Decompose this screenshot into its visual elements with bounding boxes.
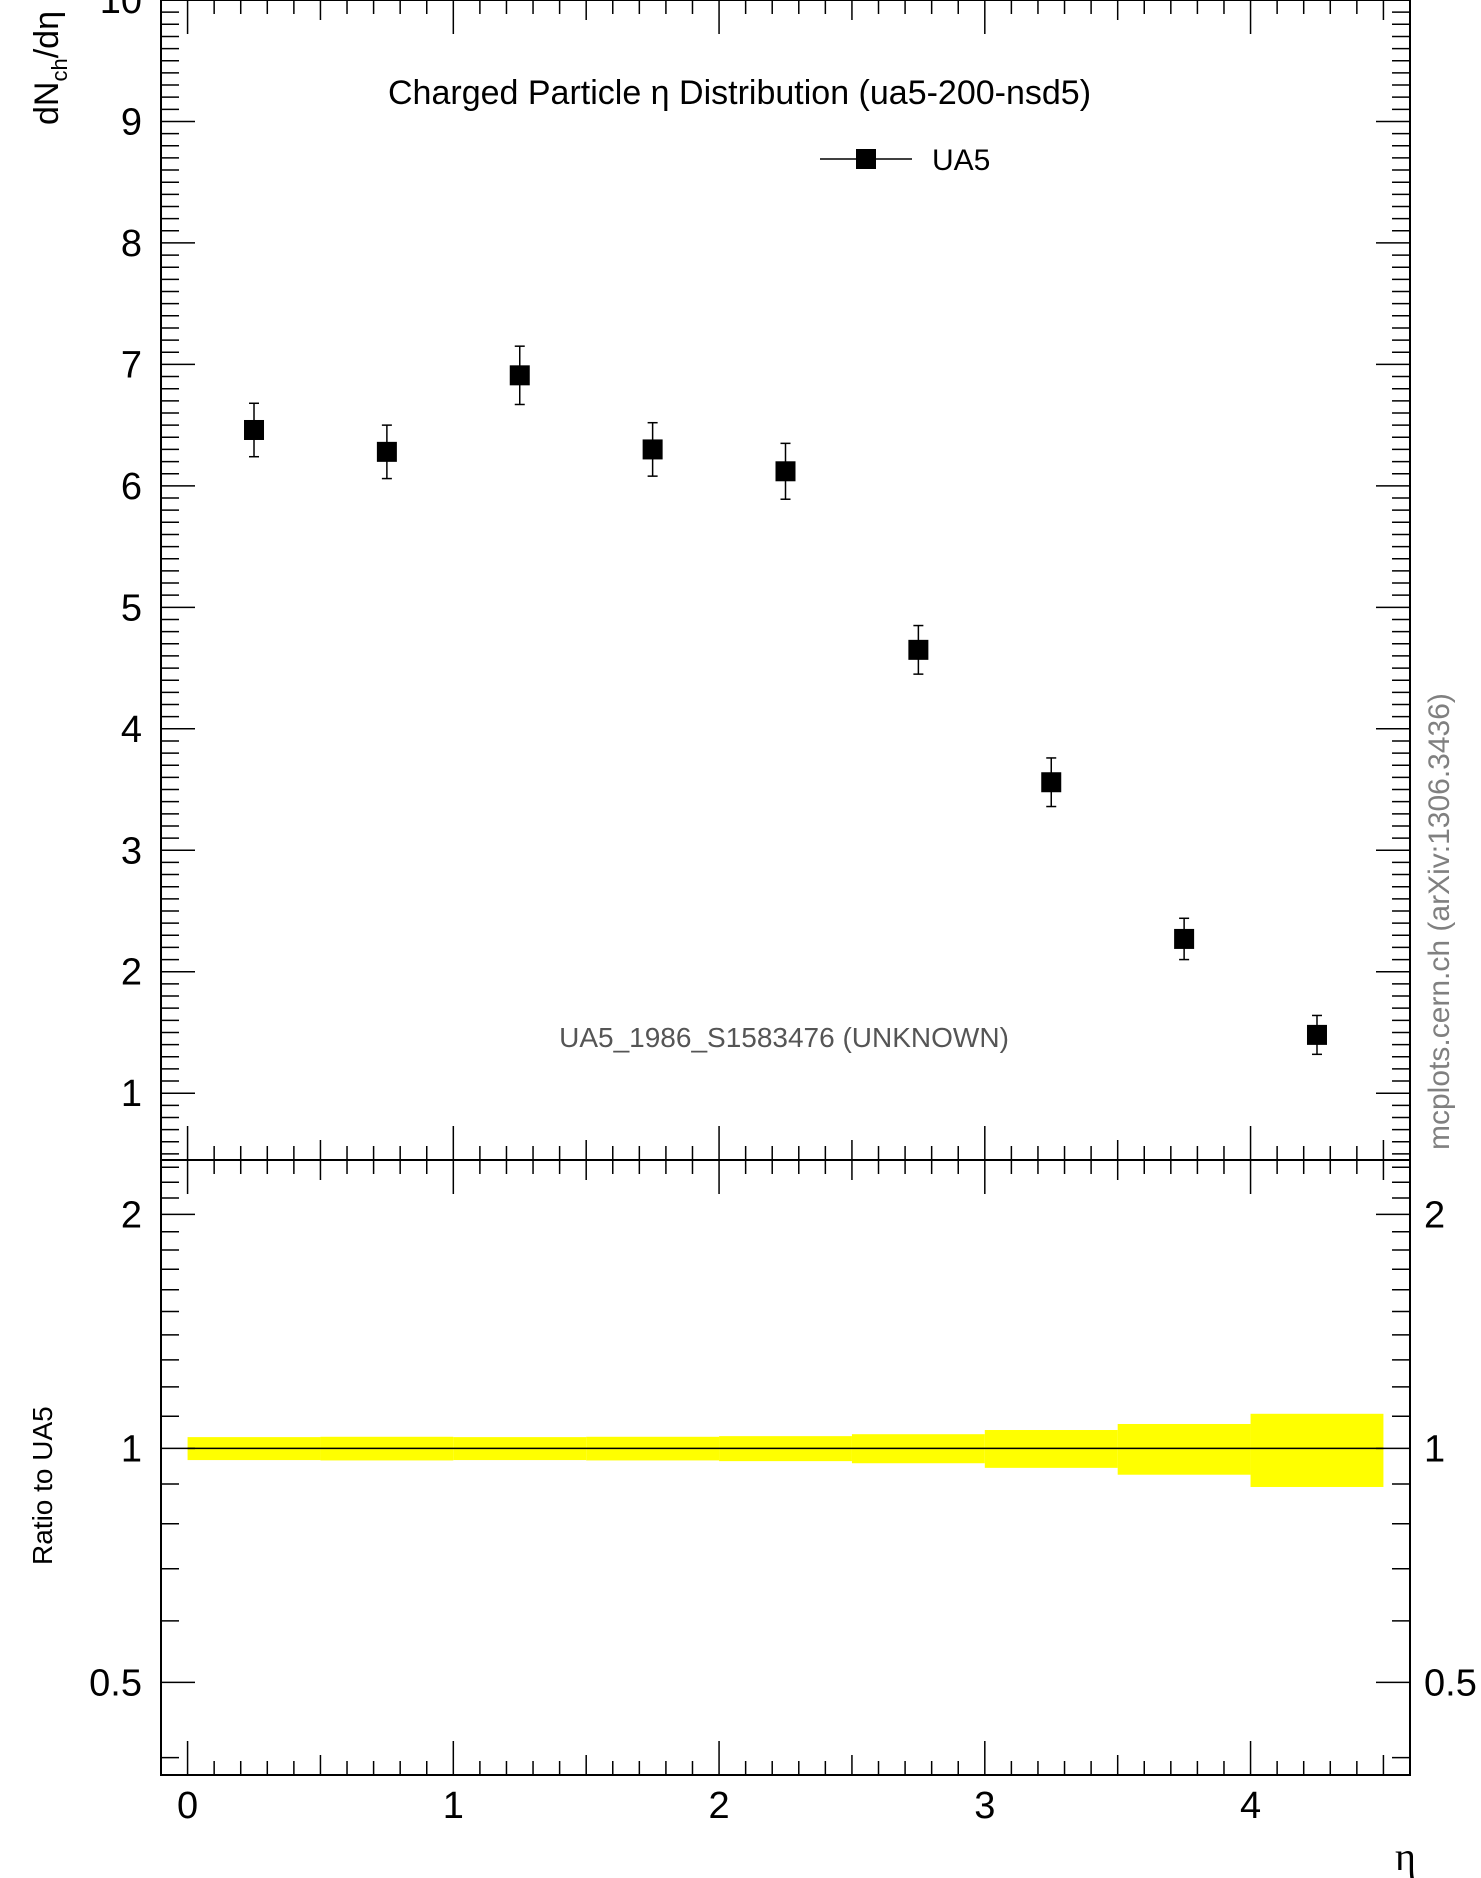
ratio-band-bin [1117,1423,1251,1475]
data-point [1041,772,1062,793]
top-y-tick-label: 1 [121,1073,142,1115]
data-point [509,365,530,386]
top-frame [160,0,1411,1161]
top-y-tick-label: 4 [121,709,142,751]
data-point [1174,928,1195,949]
x-axis-label: η [1395,1834,1416,1878]
watermark: mcplots.cern.ch (arXiv:1306.3436) [1423,693,1456,1150]
y-label-subscript: ch [47,58,72,81]
bottom-y-tick-label-left: 1 [121,1428,142,1470]
top-y-tick-label: 8 [121,223,142,265]
bottom-y-tick-label-right: 2 [1424,1194,1445,1236]
x-tick-label: 0 [177,1785,198,1827]
data-point [244,419,265,440]
top-y-tick-label: 2 [121,952,142,994]
bottom-frame [160,1159,1411,1776]
y-axis-label-bottom: Ratio to UA5 [27,1406,58,1565]
x-tick-label: 2 [708,1785,729,1827]
main-plot-panel: 1 2 3 4 5 6 7 8 9 10 [100,0,1411,1161]
data-point [775,461,796,482]
x-tick-label: 1 [443,1785,464,1827]
ratio-band-bin [1250,1413,1384,1487]
legend-marker [856,149,876,169]
bottom-y-tick-label-left: 0.5 [89,1662,142,1704]
top-y-tick-label: 3 [121,830,142,872]
y-label-base: dN [28,82,66,125]
top-y-tick-label: 7 [121,344,142,386]
x-tick-label: 4 [1240,1785,1261,1827]
chart-title: Charged Particle η Distribution (ua5-200… [388,74,1091,112]
ratio-plot-panel: 0 1 2 3 4 0.5 0.5 1 1 2 2 [89,1159,1477,1827]
top-y-tick-label: 5 [121,587,142,629]
x-tick-label: 3 [974,1785,995,1827]
top-y-tick-label: 9 [121,101,142,143]
data-point [642,439,663,460]
bottom-y-tick-label-left: 2 [121,1194,142,1236]
y-axis-label-top: dNch/dη [28,11,72,125]
legend: UA5 [820,144,990,177]
analysis-annotation: UA5_1986_S1583476 (UNKNOWN) [559,1022,1009,1053]
bottom-y-tick-label-right: 1 [1424,1428,1445,1470]
legend-label: UA5 [932,144,990,177]
data-point [376,441,397,462]
top-y-tick-label: 10 [100,0,142,22]
y-label-rest: /dη [28,11,66,58]
data-point [1306,1024,1327,1045]
data-point [908,639,929,660]
bottom-y-tick-label-right: 0.5 [1424,1662,1477,1704]
top-y-tick-label: 6 [121,466,142,508]
